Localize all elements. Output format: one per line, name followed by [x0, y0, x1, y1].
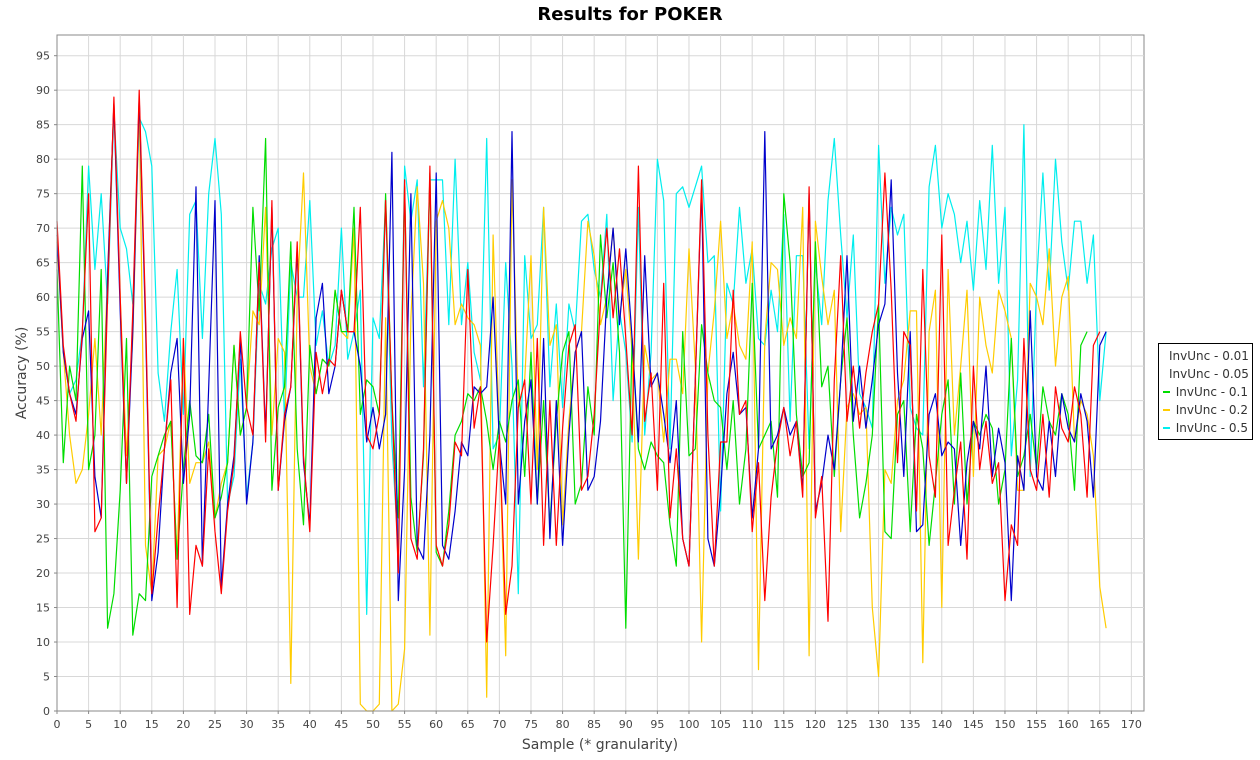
x-tick-label: 110 [742, 718, 763, 731]
x-tick-label: 60 [429, 718, 443, 731]
y-tick-label: 30 [36, 498, 50, 511]
series-line-2 [56, 137, 1088, 636]
x-tick-label: 10 [113, 718, 127, 731]
x-tick-label: 170 [1121, 718, 1142, 731]
series-line-1 [56, 96, 1107, 602]
x-tick-label: 135 [900, 718, 921, 731]
x-tick-label: 165 [1089, 718, 1110, 731]
x-axis-ticks: 0 5 10 15 20 25 30 35 40 45 50 55 60 65 70 75 80 85 90 95 10… [54, 711, 1142, 731]
x-axis-label: Sample (* granularity) [522, 737, 678, 753]
x-tick-label: 25 [208, 718, 222, 731]
legend-item: InvUnc - 0.1 [1163, 383, 1248, 401]
x-tick-label: 120 [805, 718, 826, 731]
x-tick-label: 95 [650, 718, 664, 731]
legend-item: InvUnc - 0.05 [1163, 365, 1249, 383]
series-line-4 [56, 110, 1107, 616]
y-tick-label: 95 [36, 50, 50, 63]
x-tick-label: 65 [461, 718, 475, 731]
legend: InvUnc - 0.01 InvUnc - 0.05 InvUnc - 0.1… [1158, 343, 1253, 440]
x-tick-label: 130 [868, 718, 889, 731]
x-tick-label: 85 [587, 718, 601, 731]
y-tick-label: 75 [36, 188, 50, 201]
x-tick-label: 40 [303, 718, 317, 731]
x-tick-label: 100 [678, 718, 699, 731]
x-tick-label: 80 [556, 718, 570, 731]
x-tick-label: 0 [54, 718, 61, 731]
y-tick-label: 35 [36, 464, 50, 477]
legend-item: InvUnc - 0.01 [1163, 347, 1249, 365]
x-tick-label: 50 [366, 718, 380, 731]
x-tick-label: 145 [963, 718, 984, 731]
x-tick-label: 5 [85, 718, 92, 731]
x-tick-label: 140 [931, 718, 952, 731]
chart-title: Results for POKER [537, 4, 722, 25]
series-line-0 [56, 89, 1101, 643]
y-tick-label: 45 [36, 395, 50, 408]
y-tick-label: 50 [36, 360, 50, 373]
x-tick-label: 115 [773, 718, 794, 731]
x-tick-label: 20 [176, 718, 190, 731]
x-tick-label: 125 [836, 718, 857, 731]
y-tick-label: 20 [36, 567, 50, 580]
x-tick-label: 15 [145, 718, 159, 731]
legend-label: InvUnc - 0.05 [1169, 367, 1249, 381]
y-tick-label: 0 [43, 705, 50, 718]
x-tick-label: 55 [398, 718, 412, 731]
grid-lines [57, 35, 1144, 711]
y-axis-label: Accuracy (%) [14, 327, 30, 420]
y-tick-label: 85 [36, 119, 50, 132]
x-tick-label: 30 [240, 718, 254, 731]
x-tick-label: 150 [994, 718, 1015, 731]
y-tick-label: 60 [36, 291, 50, 304]
legend-label: InvUnc - 0.01 [1169, 349, 1249, 363]
plot-area [56, 34, 1145, 712]
x-tick-label: 155 [1026, 718, 1047, 731]
y-tick-label: 25 [36, 533, 50, 546]
series-layer [56, 89, 1107, 712]
y-tick-label: 80 [36, 153, 50, 166]
y-tick-label: 55 [36, 326, 50, 339]
x-tick-label: 45 [334, 718, 348, 731]
x-tick-label: 35 [271, 718, 285, 731]
legend-item: InvUnc - 0.2 [1163, 401, 1248, 419]
legend-swatch [1163, 427, 1170, 429]
y-tick-label: 15 [36, 602, 50, 615]
x-tick-label: 90 [619, 718, 633, 731]
y-tick-label: 65 [36, 257, 50, 270]
x-tick-label: 70 [492, 718, 506, 731]
y-axis-ticks: 0 5 10 15 20 25 30 35 40 45 50 55 60 65 70 75 80 85 90 95 [36, 50, 57, 718]
x-tick-label: 160 [1058, 718, 1079, 731]
legend-label: InvUnc - 0.1 [1175, 385, 1248, 399]
y-tick-label: 70 [36, 222, 50, 235]
y-tick-label: 90 [36, 84, 50, 97]
legend-swatch [1163, 409, 1170, 411]
legend-item: InvUnc - 0.5 [1163, 419, 1248, 437]
legend-label: InvUnc - 0.2 [1175, 403, 1248, 417]
legend-swatch [1163, 391, 1170, 393]
x-tick-label: 75 [524, 718, 538, 731]
legend-label: InvUnc - 0.5 [1175, 421, 1248, 435]
y-tick-label: 5 [43, 671, 50, 684]
y-tick-label: 10 [36, 636, 50, 649]
x-tick-label: 105 [710, 718, 731, 731]
y-tick-label: 40 [36, 429, 50, 442]
